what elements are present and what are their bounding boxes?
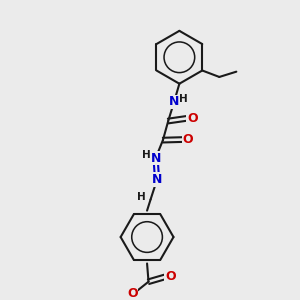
Text: H: H [179, 94, 188, 104]
Text: H: H [137, 192, 146, 202]
Text: N: N [150, 152, 161, 165]
Text: O: O [127, 287, 138, 300]
Text: O: O [187, 112, 198, 124]
Text: O: O [165, 270, 175, 283]
Text: O: O [182, 133, 193, 146]
Text: N: N [169, 95, 179, 108]
Text: N: N [152, 173, 162, 186]
Text: H: H [142, 150, 151, 161]
